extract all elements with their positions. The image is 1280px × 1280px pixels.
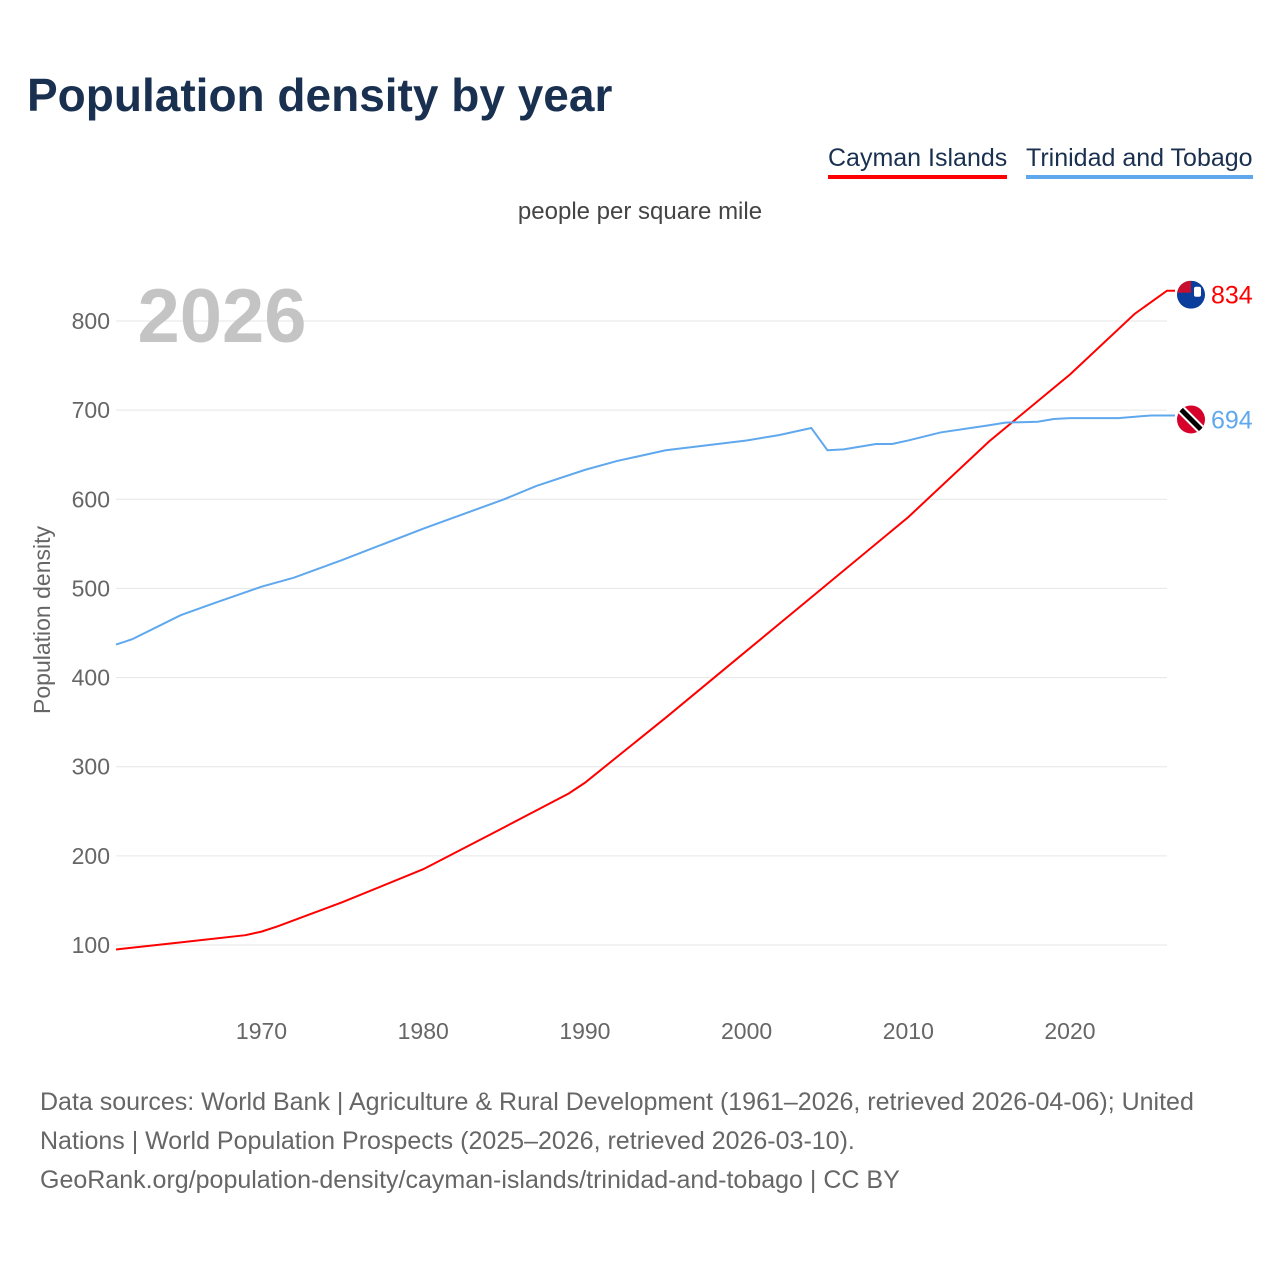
y-tick-label: 300 bbox=[72, 754, 110, 780]
y-tick-label: 400 bbox=[72, 665, 110, 691]
footer: Data sources: World Bank | Agriculture &… bbox=[40, 1083, 1250, 1200]
source-link[interactable]: GeoRank.org/population-density/cayman-is… bbox=[40, 1166, 900, 1194]
legend-trinidad-and-tobago[interactable]: Trinidad and Tobago bbox=[1026, 144, 1253, 179]
series-line-cayman-islands bbox=[115, 289, 1175, 951]
x-tick-label: 2020 bbox=[1044, 1018, 1095, 1044]
data-sources: Data sources: World Bank | Agriculture &… bbox=[40, 1088, 1194, 1155]
series-line-trinidad-and-tobago bbox=[115, 414, 1175, 646]
y-axis-label: Population density bbox=[29, 526, 55, 714]
x-tick-label: 1970 bbox=[236, 1018, 287, 1044]
y-tick-label: 600 bbox=[72, 486, 110, 512]
y-tick-label: 200 bbox=[72, 843, 110, 869]
chart-title: Population density by year bbox=[27, 69, 613, 121]
cayman-islands-flag-icon bbox=[1177, 280, 1205, 309]
line-chart: 100 200 300 400 500 600 700 800 1970 1980 1990 2000… bbox=[29, 274, 1253, 1044]
legend-cayman-islands[interactable]: Cayman Islands bbox=[828, 144, 1008, 179]
x-tick-label: 2000 bbox=[721, 1018, 772, 1044]
x-tick-label: 1980 bbox=[398, 1018, 449, 1044]
unit-label: people per square mile bbox=[517, 198, 763, 225]
trinidad-and-tobago-flag-icon bbox=[1177, 405, 1205, 434]
x-tick-label: 1990 bbox=[559, 1018, 610, 1044]
y-tick-label: 500 bbox=[72, 575, 110, 601]
end-value-label: 694 bbox=[1211, 406, 1253, 434]
y-tick-label: 800 bbox=[72, 308, 110, 334]
x-tick-label: 2010 bbox=[883, 1018, 934, 1044]
y-tick-label: 100 bbox=[72, 932, 110, 958]
year-watermark: 2026 bbox=[137, 274, 306, 359]
end-value-label: 834 bbox=[1211, 282, 1253, 310]
y-tick-label: 700 bbox=[72, 397, 110, 423]
